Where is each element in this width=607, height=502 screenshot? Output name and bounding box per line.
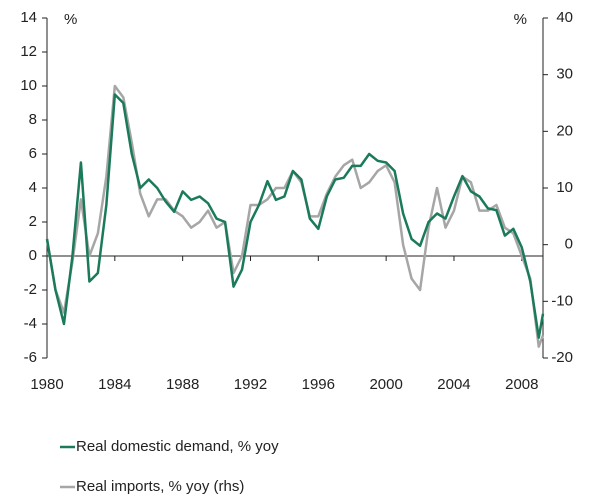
x-tick-label: 1996 [302, 376, 335, 393]
x-tick-label: 1984 [98, 376, 131, 393]
x-tick-label: 2000 [369, 376, 402, 393]
y2-axis-label: % [514, 11, 527, 28]
legend-label: Real domestic demand, % yoy [76, 438, 279, 455]
y-tick-label: -4 [24, 315, 37, 332]
y-tick-label: 12 [20, 43, 37, 60]
y-tick-label: -2 [24, 281, 37, 298]
y-tick-label: 6 [29, 145, 37, 162]
series-line [45, 93, 545, 339]
x-tick-label: 2004 [437, 376, 470, 393]
series-line [45, 84, 545, 348]
y-tick-label: 0 [29, 247, 37, 264]
y2-tick-label: 10 [556, 179, 573, 196]
y2-tick-label: 30 [556, 66, 573, 83]
y-tick-label: 8 [29, 111, 37, 128]
y2-tick-label: 20 [556, 122, 573, 139]
x-tick-label: 2008 [505, 376, 538, 393]
x-tick-label: 1980 [30, 376, 63, 393]
y-tick-label: 14 [20, 9, 37, 26]
x-tick-label: 1988 [166, 376, 199, 393]
y-tick-label: 10 [20, 77, 37, 94]
legend-label: Real imports, % yoy (rhs) [76, 478, 244, 495]
y-tick-label: 4 [29, 179, 37, 196]
y-tick-label: 2 [29, 213, 37, 230]
x-tick-label: 1992 [234, 376, 267, 393]
y-axis-label: % [64, 11, 77, 28]
y2-tick-label: -20 [551, 349, 573, 366]
y2-tick-label: -10 [551, 292, 573, 309]
y2-tick-label: 40 [556, 9, 573, 26]
y2-tick-label: 0 [565, 236, 573, 253]
y-tick-label: -6 [24, 349, 37, 366]
